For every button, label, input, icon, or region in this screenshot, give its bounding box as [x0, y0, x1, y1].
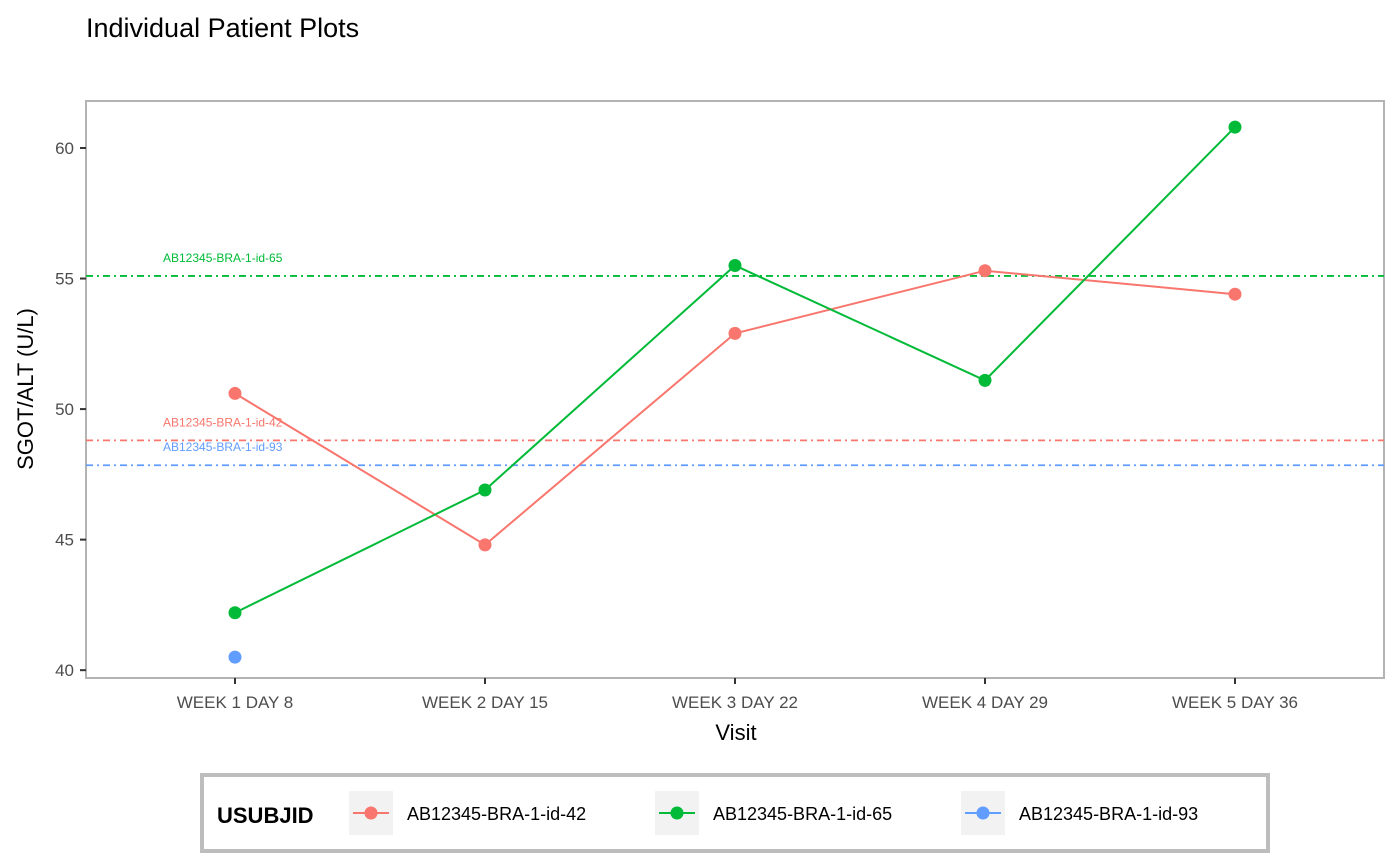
- data-point: [228, 606, 242, 620]
- reference-line-label: AB12345-BRA-1-id-93: [163, 440, 283, 454]
- legend-key-point: [670, 806, 684, 820]
- legend-entry-label: AB12345-BRA-1-id-42: [407, 804, 586, 824]
- legend-title: USUBJID: [217, 803, 314, 828]
- series-points: [228, 120, 1242, 664]
- x-tick-label: WEEK 5 DAY 36: [1172, 693, 1298, 712]
- data-point: [978, 373, 992, 387]
- reference-line-label: AB12345-BRA-1-id-65: [163, 251, 283, 265]
- data-point: [1228, 287, 1242, 301]
- chart-title: Individual Patient Plots: [86, 13, 359, 43]
- data-point: [228, 650, 242, 664]
- data-point: [728, 326, 742, 340]
- plot-panel: [85, 100, 1385, 679]
- reference-line-label: AB12345-BRA-1-id-42: [163, 415, 283, 429]
- x-tick-label: WEEK 1 DAY 8: [177, 693, 294, 712]
- data-point: [728, 258, 742, 272]
- y-tick-label: 40: [55, 661, 74, 680]
- legend-key-point: [364, 806, 378, 820]
- x-tick-label: WEEK 4 DAY 29: [922, 693, 1048, 712]
- data-point: [478, 483, 492, 497]
- y-tick-label: 55: [55, 270, 74, 289]
- y-axis: 40 45 50 55 60: [55, 139, 86, 680]
- legend-key-point: [976, 806, 990, 820]
- legend-entry-label: AB12345-BRA-1-id-65: [713, 804, 892, 824]
- legend: USUBJID AB12345-BRA-1-id-42 AB12345-BRA-1…: [200, 773, 1270, 853]
- legend-entry-label: AB12345-BRA-1-id-93: [1019, 804, 1198, 824]
- reference-lines: AB12345-BRA-1-id-65 AB12345-BRA-1-id-42 AB…: [86, 251, 1384, 467]
- y-axis-title: SGOT/ALT (U/L): [13, 308, 38, 470]
- y-tick-label: 50: [55, 400, 74, 419]
- data-point: [478, 538, 492, 552]
- y-tick-label: 60: [55, 139, 74, 158]
- x-tick-label: WEEK 2 DAY 15: [422, 693, 548, 712]
- x-axis-title: Visit: [715, 720, 756, 745]
- data-point: [1228, 120, 1242, 134]
- x-tick-label: WEEK 3 DAY 22: [672, 693, 798, 712]
- x-axis: WEEK 1 DAY 8 WEEK 2 DAY 15 WEEK 3 DAY 22 WE…: [177, 678, 1298, 712]
- data-point: [228, 386, 242, 400]
- data-point: [978, 264, 992, 278]
- y-tick-label: 45: [55, 531, 74, 550]
